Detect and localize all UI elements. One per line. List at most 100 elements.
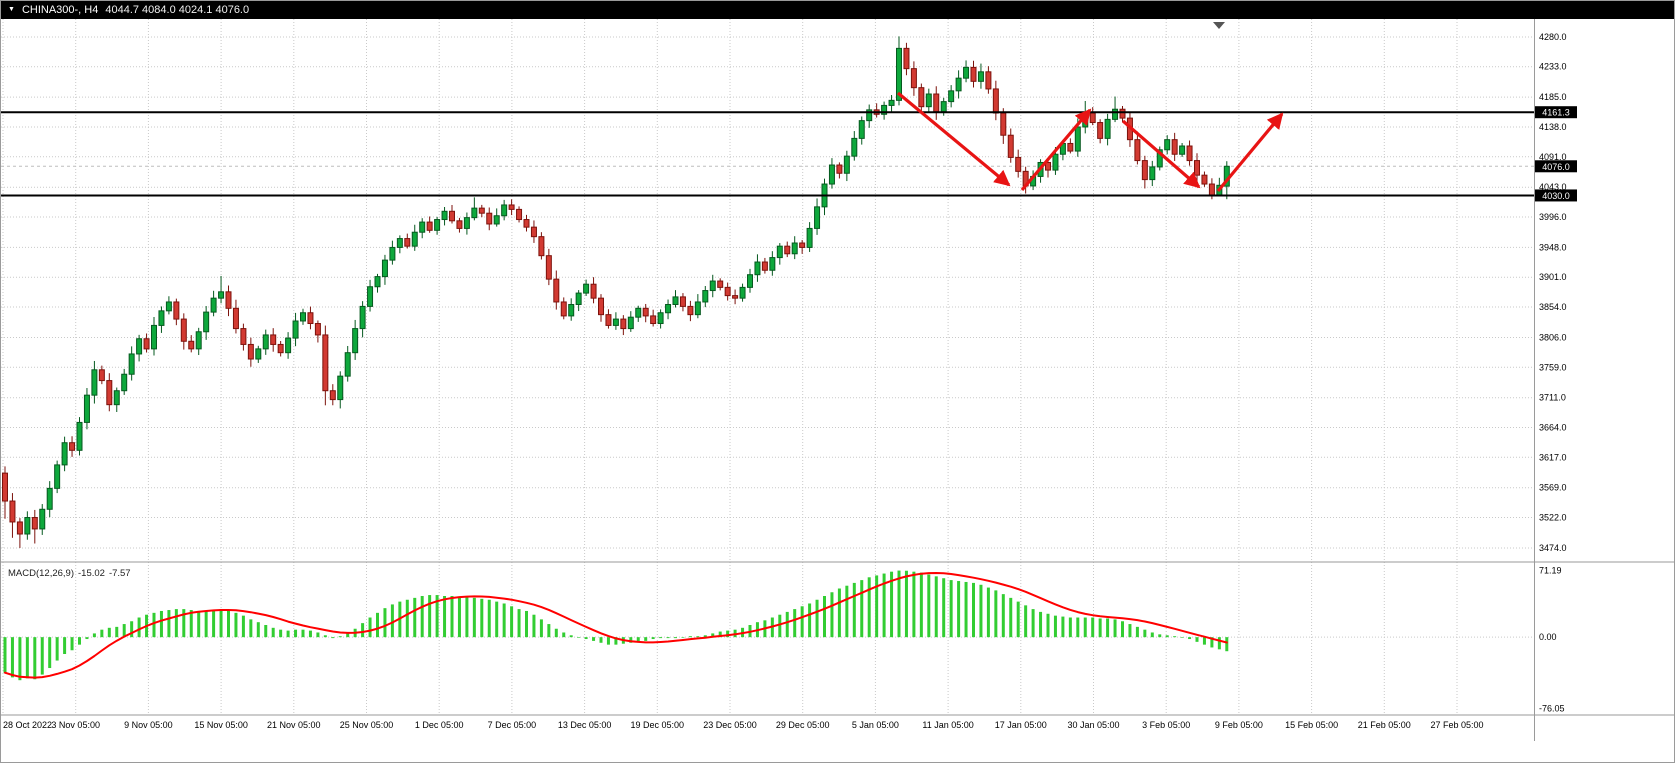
- candle-body: [918, 87, 925, 108]
- macd-histogram-bar: [927, 574, 931, 638]
- candle-body: [1007, 134, 1014, 158]
- macd-histogram-bar: [10, 637, 14, 678]
- candle-body: [143, 338, 150, 350]
- macd-histogram-bar: [361, 623, 365, 638]
- macd-histogram-bar: [78, 637, 81, 645]
- separators-layer: [1, 19, 1674, 741]
- price-axis-label: 4043.0: [1539, 182, 1567, 192]
- candle-body: [277, 343, 284, 354]
- macd-histogram-bar: [100, 629, 104, 638]
- price-axis-label: 3711.0: [1539, 393, 1566, 403]
- candle-body: [1141, 160, 1148, 181]
- macd-histogram-bar: [338, 636, 342, 638]
- symbol-dropdown-icon[interactable]: ▼: [8, 6, 15, 13]
- macd-histogram-bar: [726, 630, 730, 638]
- macd-histogram-bar: [301, 629, 305, 638]
- candle-body: [106, 380, 113, 406]
- candle-body: [1104, 118, 1111, 139]
- macd-histogram-bar: [1202, 637, 1206, 645]
- candle-body: [1201, 174, 1208, 185]
- candle-body: [352, 328, 359, 354]
- candle-body: [1156, 149, 1163, 168]
- macd-histogram-bar: [323, 635, 327, 638]
- annotations-layer: [896, 91, 1284, 193]
- trend-arrow[interactable]: [896, 91, 1011, 187]
- candle-body: [650, 315, 657, 325]
- candle-body: [426, 221, 433, 231]
- chart-shift-marker[interactable]: [1213, 22, 1225, 29]
- macd-histogram-bar: [457, 596, 461, 638]
- macd-histogram-bar: [25, 637, 29, 679]
- candle-body: [218, 291, 225, 299]
- macd-histogram-bar: [1128, 624, 1132, 638]
- candle-body: [16, 521, 23, 535]
- trend-arrow[interactable]: [1020, 108, 1092, 192]
- candle-body: [679, 296, 686, 307]
- candle-body: [761, 261, 768, 271]
- macd-histogram-bar: [681, 637, 685, 638]
- candle-body: [374, 276, 381, 288]
- date-axis-label: 21 Nov 05:00: [267, 720, 321, 730]
- candle-body: [1000, 112, 1007, 136]
- candle-body: [441, 210, 448, 221]
- date-axis-label: 15 Nov 05:00: [194, 720, 248, 730]
- candle-body: [806, 227, 813, 248]
- macd-histogram-bar: [249, 619, 253, 638]
- candle-body: [516, 208, 523, 221]
- macd-histogram-bar: [1143, 629, 1147, 638]
- candle-body: [329, 390, 336, 401]
- macd-histogram-bar: [264, 625, 268, 638]
- macd-histogram-bar: [1009, 597, 1013, 638]
- macd-histogram-bar: [3, 637, 7, 673]
- macd-histogram-bar: [890, 571, 894, 638]
- date-axis-label: 9 Feb 05:00: [1215, 720, 1263, 730]
- candle-body: [1179, 145, 1186, 155]
- candle-body: [888, 99, 895, 106]
- candle-body: [747, 274, 753, 288]
- svg-text:4076.0: 4076.0: [1542, 162, 1570, 172]
- candles-layer: [2, 36, 1230, 548]
- macd-histogram-bar: [547, 624, 551, 638]
- macd-histogram-bar: [1173, 636, 1177, 638]
- date-axis-label: 3 Nov 05:00: [51, 720, 100, 730]
- candle-body: [270, 334, 277, 345]
- macd-histogram-bar: [1068, 617, 1072, 638]
- macd-histogram-bar: [972, 582, 975, 638]
- macd-histogram-bar: [495, 601, 499, 638]
- candle-body: [843, 155, 850, 174]
- macd-histogram-bar: [718, 631, 722, 638]
- candle-body: [1052, 153, 1059, 171]
- candle-body: [836, 164, 843, 174]
- macd-histogram-bar: [122, 624, 126, 638]
- trend-arrow[interactable]: [1216, 112, 1284, 193]
- candle-body: [471, 207, 478, 219]
- candle-body: [76, 421, 83, 451]
- trend-arrow[interactable]: [1121, 119, 1201, 189]
- macd-histogram-bar: [1135, 626, 1139, 638]
- macd-histogram-bar: [912, 571, 916, 638]
- macd-histogram-bar: [614, 637, 618, 645]
- candle-body: [724, 286, 731, 297]
- macd-histogram-bar: [480, 598, 484, 638]
- macd-histogram-bar: [659, 637, 663, 639]
- date-axis-label: 1 Dec 05:00: [415, 720, 464, 730]
- macd-histogram-bar: [577, 637, 581, 638]
- macd-histogram-bar: [1053, 615, 1057, 638]
- macd-histogram-bar: [428, 595, 432, 638]
- candle-body: [530, 226, 537, 238]
- candle-body: [188, 340, 195, 350]
- macd-histogram-bar: [130, 621, 134, 638]
- macd-histogram-bar: [115, 626, 119, 638]
- candle-body: [151, 324, 157, 350]
- macd-histogram-bar: [465, 596, 469, 638]
- macd-histogram-bar: [554, 628, 558, 638]
- candle-body: [709, 280, 716, 292]
- macd-histogram-bar: [532, 614, 536, 638]
- macd-histogram-bar: [443, 596, 447, 638]
- candle-body: [456, 220, 463, 229]
- chart-symbol-timeframe: CHINA300-, H4: [21, 4, 99, 16]
- macd-histogram-bar: [815, 599, 819, 638]
- date-axis-label: 25 Nov 05:00: [340, 720, 394, 730]
- price-axis-label: 4091.0: [1539, 152, 1567, 162]
